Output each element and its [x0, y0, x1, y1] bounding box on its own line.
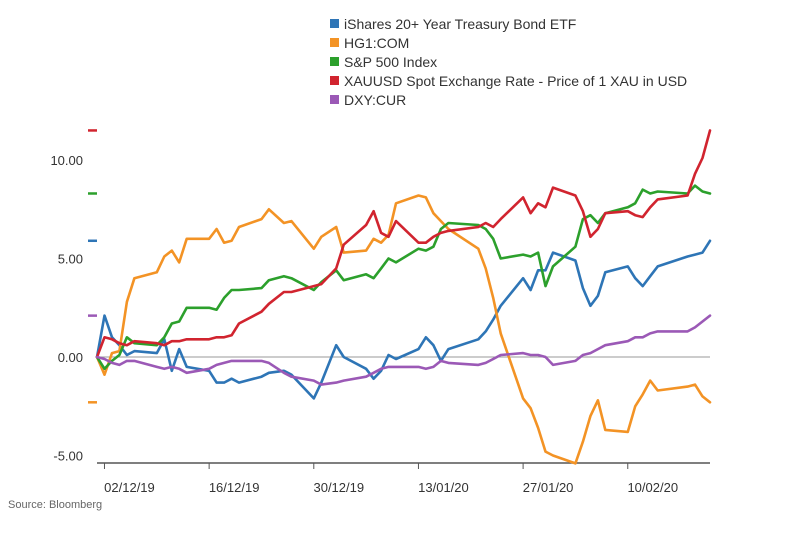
- y-tick-label: 5.00: [58, 252, 83, 267]
- legend-item-ishares: iShares 20+ Year Treasury Bond ETF: [330, 14, 687, 33]
- series-line-1: [95, 194, 712, 465]
- legend-label: XAUUSD Spot Exchange Rate - Price of 1 X…: [344, 72, 688, 89]
- series-line-3: [95, 129, 712, 359]
- legend-label: DXY:CUR: [344, 91, 407, 108]
- series-line-0: [95, 239, 712, 400]
- y-tick-label: 0.00: [58, 350, 83, 365]
- legend-swatch: [330, 95, 339, 104]
- x-tick-label: 27/01/20: [523, 480, 574, 495]
- y-tick-label: -5.00: [53, 449, 83, 464]
- legend-swatch: [330, 38, 339, 47]
- legend-item-sp500: S&P 500 Index: [330, 52, 687, 71]
- legend-item-xauusd: XAUUSD Spot Exchange Rate - Price of 1 X…: [330, 71, 687, 90]
- x-tick-label: 02/12/19: [104, 480, 155, 495]
- legend-label: HG1:COM: [344, 34, 410, 51]
- series-line-4: [95, 314, 712, 386]
- legend-item-dxy: DXY:CUR: [330, 90, 687, 109]
- legend-swatch: [330, 19, 339, 28]
- legend-swatch: [330, 57, 339, 66]
- x-tick-label: 16/12/19: [209, 480, 260, 495]
- x-tick-label: 13/01/20: [418, 480, 469, 495]
- legend-label: iShares 20+ Year Treasury Bond ETF: [344, 15, 577, 32]
- legend: iShares 20+ Year Treasury Bond ETF HG1:C…: [330, 14, 687, 109]
- x-tick-label: 10/02/20: [627, 480, 678, 495]
- legend-label: S&P 500 Index: [344, 53, 438, 70]
- x-tick-label: 30/12/19: [313, 480, 364, 495]
- y-tick-label: 10.00: [50, 153, 83, 168]
- legend-item-hg1: HG1:COM: [330, 33, 687, 52]
- legend-swatch: [330, 76, 339, 85]
- source-note: Source: Bloomberg: [8, 499, 103, 511]
